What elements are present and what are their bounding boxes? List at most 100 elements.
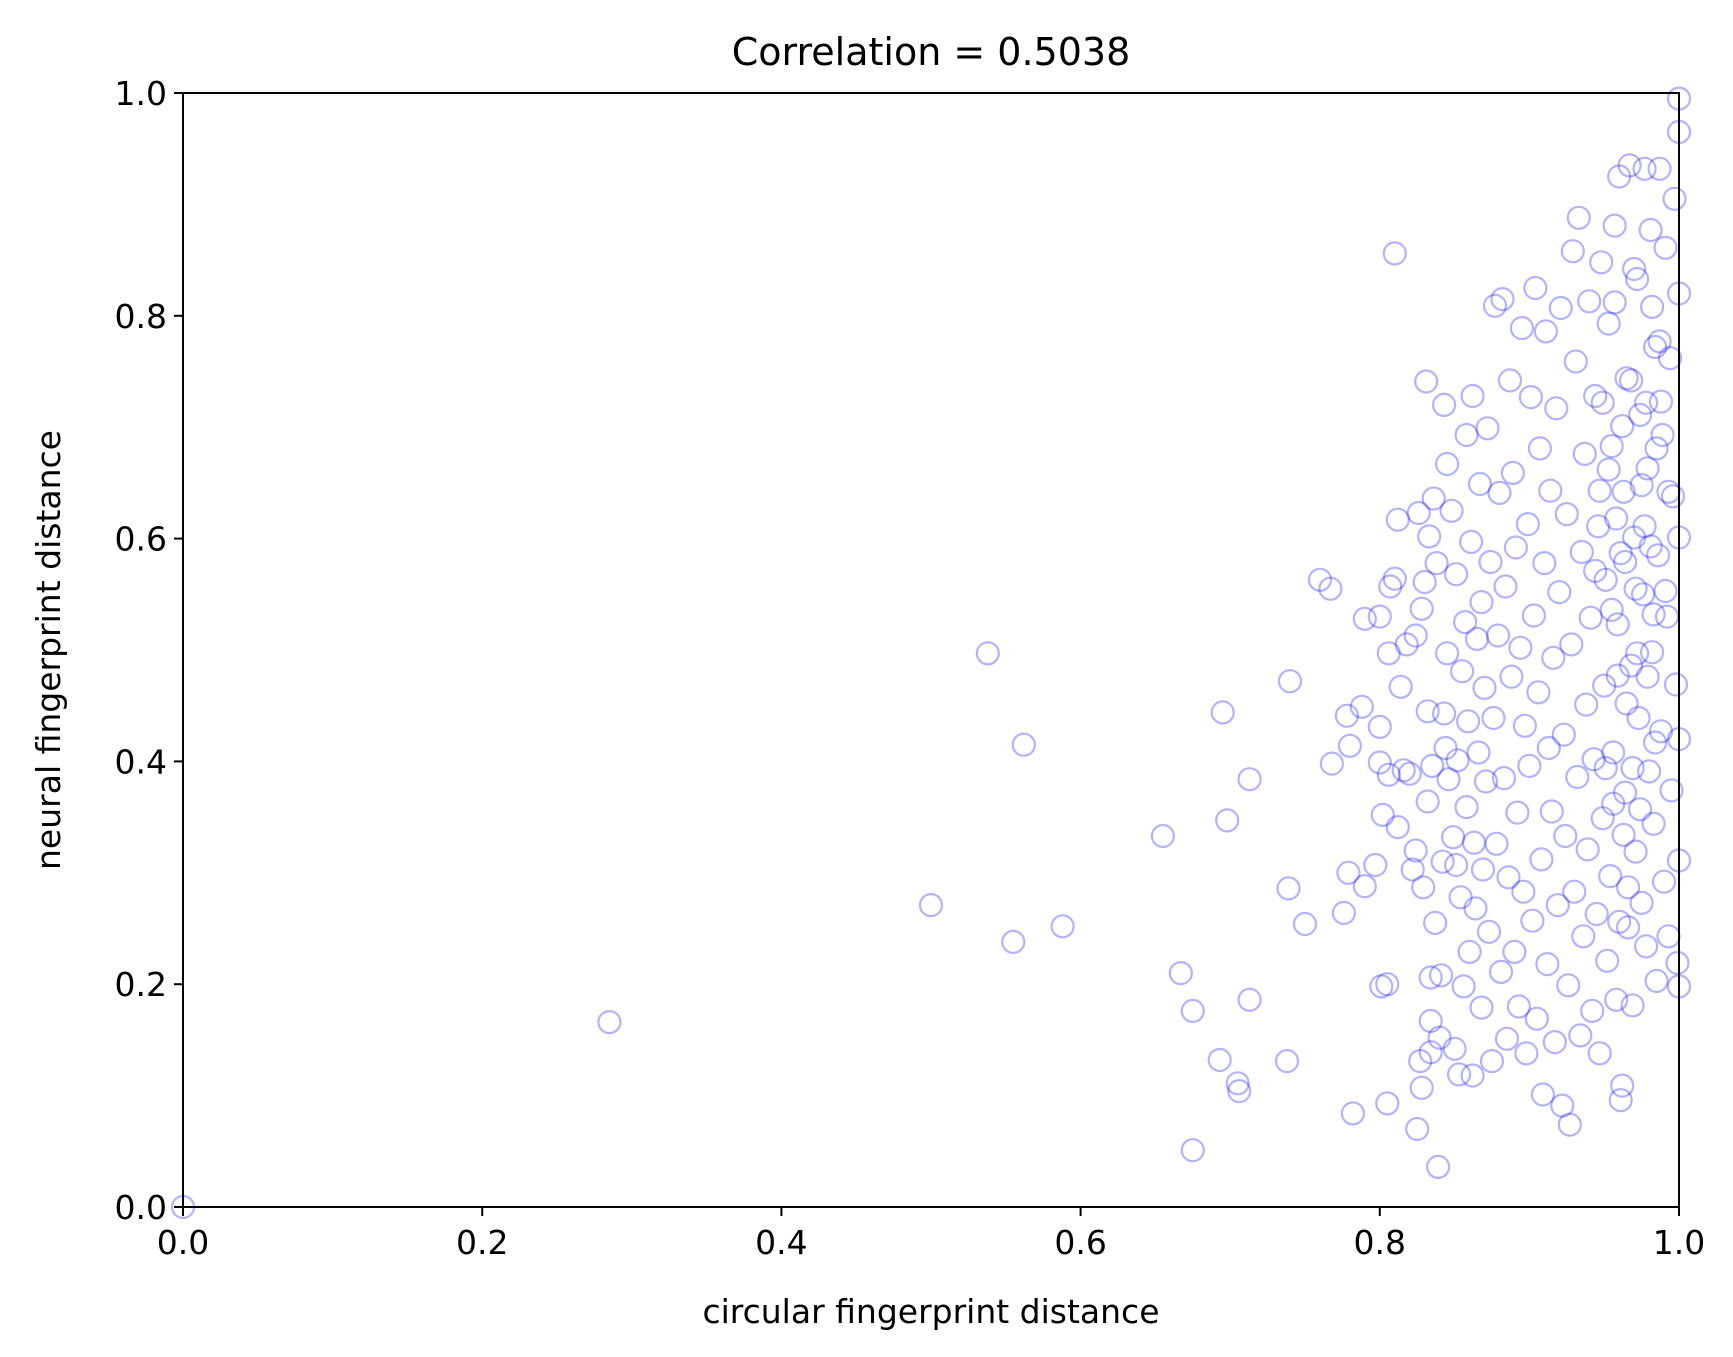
- data-point: [1503, 535, 1529, 560]
- data-point: [1376, 641, 1401, 666]
- data-point: [975, 641, 1000, 666]
- data-point: [1583, 383, 1608, 409]
- data-point: [1472, 675, 1497, 701]
- data-point: [1604, 506, 1629, 531]
- data-point: [1476, 919, 1502, 944]
- data-point: [1180, 998, 1205, 1024]
- data-point: [1639, 640, 1665, 665]
- data-point: [1443, 852, 1469, 878]
- data-point: [1551, 722, 1576, 747]
- data-point: [1403, 838, 1428, 863]
- data-point: [1457, 939, 1482, 965]
- data-point: [1403, 623, 1428, 648]
- data-point: [1421, 486, 1446, 511]
- data-point: [1556, 973, 1581, 998]
- data-point: [1596, 457, 1621, 482]
- data-point: [1632, 514, 1657, 539]
- data-point: [1602, 213, 1627, 238]
- data-point: [1583, 558, 1608, 584]
- x-tick-label: 0.8: [1354, 1223, 1406, 1262]
- data-point: [1352, 606, 1377, 631]
- data-point: [1001, 929, 1026, 955]
- data-point: [1648, 389, 1674, 414]
- data-point: [1624, 266, 1650, 292]
- data-point: [1541, 645, 1566, 670]
- data-point: [1539, 799, 1564, 824]
- data-point: [1475, 416, 1500, 441]
- data-point: [1636, 759, 1662, 784]
- data-point: [1454, 794, 1479, 820]
- data-point: [1225, 1071, 1250, 1096]
- data-point: [1385, 507, 1410, 532]
- data-point: [1605, 612, 1630, 637]
- data-point: [1490, 287, 1515, 312]
- x-tick-label: 0.4: [755, 1223, 807, 1262]
- data-point: [1276, 876, 1301, 901]
- data-point: [1446, 1062, 1472, 1087]
- data-point: [1612, 549, 1638, 575]
- data-point: [1500, 460, 1526, 485]
- data-point: [1572, 441, 1597, 466]
- data-point: [1630, 582, 1656, 607]
- data-point: [1415, 699, 1440, 724]
- data-point: [1621, 525, 1647, 550]
- data-point: [1411, 875, 1436, 900]
- data-point: [1560, 239, 1585, 264]
- data-point: [1589, 250, 1614, 275]
- y-tick-label: 1.0: [115, 74, 167, 113]
- data-point: [1511, 879, 1536, 904]
- data-point: [1575, 837, 1600, 862]
- data-point: [1415, 789, 1440, 814]
- data-point: [1592, 673, 1617, 698]
- data-point: [1610, 414, 1635, 439]
- data-point: [1532, 550, 1557, 576]
- data-point: [1629, 890, 1654, 916]
- data-point: [1608, 540, 1633, 566]
- data-point: [1644, 436, 1669, 461]
- data-point: [1568, 1023, 1593, 1048]
- data-point: [1400, 857, 1425, 882]
- data-point: [1473, 769, 1499, 794]
- data-point: [1418, 965, 1443, 990]
- data-point: [1632, 156, 1657, 181]
- data-point: [1612, 780, 1638, 805]
- data-point: [1307, 567, 1333, 592]
- y-tick-label: 0.8: [115, 297, 167, 336]
- data-point: [1367, 604, 1392, 629]
- data-point: [1601, 791, 1626, 816]
- data-point: [1639, 294, 1665, 319]
- data-point: [1509, 316, 1535, 341]
- data-point: [1455, 709, 1481, 734]
- data-point: [1536, 735, 1561, 761]
- data-point: [1550, 1093, 1575, 1118]
- data-point: [1427, 1025, 1452, 1050]
- data-point: [1493, 574, 1518, 599]
- data-point: [1382, 566, 1407, 591]
- data-point: [1615, 875, 1641, 900]
- data-point: [1436, 767, 1461, 792]
- data-point: [1011, 732, 1036, 757]
- data-point: [1375, 972, 1400, 997]
- data-point: [1331, 900, 1357, 926]
- x-tick-label: 0.6: [1054, 1223, 1106, 1262]
- data-point: [1620, 993, 1645, 1018]
- data-point: [1448, 885, 1473, 910]
- data-point: [1449, 659, 1475, 684]
- data-point: [1215, 808, 1240, 833]
- data-point: [1593, 567, 1618, 592]
- data-point: [1621, 256, 1647, 282]
- data-point: [1292, 911, 1318, 937]
- data-point: [1623, 839, 1648, 864]
- data-point: [1611, 479, 1636, 504]
- data-point: [1565, 764, 1590, 790]
- data-point: [1382, 241, 1407, 266]
- x-axis-label: circular fingerprint distance: [702, 1292, 1159, 1331]
- data-point: [1420, 753, 1445, 779]
- data-point: [1605, 663, 1630, 688]
- data-point: [1601, 740, 1626, 765]
- data-point: [1548, 295, 1573, 321]
- data-point: [1599, 434, 1624, 459]
- data-point: [1408, 1048, 1433, 1074]
- y-tick-label: 0.6: [115, 520, 167, 559]
- data-point: [1533, 319, 1559, 344]
